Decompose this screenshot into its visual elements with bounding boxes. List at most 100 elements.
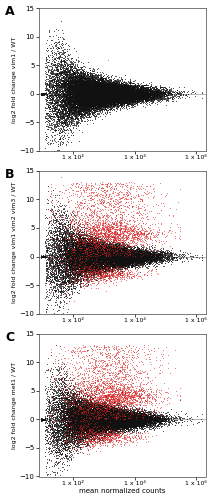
Point	[138, 416, 142, 424]
Point	[111, 253, 115, 261]
Point	[122, 89, 125, 97]
Point	[80, 78, 84, 86]
Point	[59, 418, 63, 426]
Point	[125, 250, 128, 258]
Point	[120, 410, 124, 418]
Point	[135, 258, 138, 266]
Point	[85, 97, 89, 105]
Point	[85, 74, 88, 82]
Point	[107, 90, 110, 98]
Point	[87, 411, 90, 419]
Point	[98, 259, 102, 267]
Point	[40, 252, 43, 260]
Point	[40, 253, 43, 261]
Point	[130, 420, 133, 428]
Point	[119, 249, 122, 257]
Point	[116, 406, 119, 414]
Point	[105, 98, 108, 106]
Point	[95, 414, 99, 422]
Point	[136, 409, 140, 417]
Point	[85, 410, 89, 418]
Point	[88, 243, 91, 251]
Point	[121, 352, 125, 360]
Point	[134, 90, 137, 98]
Point	[85, 87, 89, 95]
Point	[99, 241, 102, 249]
Point	[82, 270, 85, 278]
Point	[81, 233, 84, 241]
Point	[75, 87, 78, 95]
Point	[81, 83, 84, 91]
Point	[137, 410, 140, 418]
Point	[92, 258, 95, 266]
Point	[94, 92, 98, 100]
Point	[122, 419, 126, 427]
Point	[96, 257, 99, 265]
Point	[116, 85, 119, 93]
Point	[116, 430, 119, 438]
Point	[96, 427, 100, 435]
Point	[80, 238, 84, 246]
Point	[144, 86, 147, 94]
Point	[80, 80, 83, 88]
Point	[114, 85, 117, 93]
Point	[118, 411, 122, 419]
Point	[133, 246, 136, 254]
Point	[91, 402, 94, 410]
Point	[83, 420, 86, 428]
Point	[77, 94, 81, 102]
Point	[84, 255, 88, 263]
Point	[126, 96, 129, 104]
Point	[80, 418, 84, 426]
Point	[91, 414, 94, 422]
Point	[72, 413, 76, 421]
Point	[87, 80, 90, 88]
Point	[40, 416, 43, 424]
Point	[97, 84, 100, 92]
Point	[92, 402, 95, 410]
Point	[50, 100, 53, 108]
Point	[147, 86, 150, 94]
Point	[96, 408, 99, 416]
Point	[95, 418, 98, 426]
Point	[109, 256, 112, 264]
Point	[65, 416, 69, 424]
Point	[98, 89, 102, 97]
Point	[140, 90, 144, 98]
Point	[93, 100, 96, 108]
Point	[109, 254, 113, 262]
Point	[51, 76, 54, 84]
Point	[141, 85, 144, 93]
Point	[130, 414, 133, 422]
Point	[113, 408, 117, 416]
Point	[50, 94, 54, 102]
Point	[80, 91, 84, 99]
Point	[63, 446, 67, 454]
Point	[115, 248, 119, 256]
Point	[108, 90, 112, 98]
Point	[144, 84, 147, 92]
Point	[96, 100, 99, 108]
Point	[108, 248, 111, 256]
Point	[123, 96, 126, 104]
Point	[158, 412, 162, 420]
Point	[116, 250, 119, 258]
Point	[129, 420, 132, 428]
Point	[100, 90, 103, 98]
Point	[122, 87, 125, 95]
Point	[129, 248, 132, 256]
Point	[110, 252, 113, 260]
Point	[97, 430, 101, 438]
Point	[98, 96, 102, 104]
Point	[142, 92, 146, 100]
Point	[110, 386, 113, 394]
Point	[95, 438, 98, 446]
Point	[73, 246, 76, 254]
Point	[101, 245, 104, 253]
Point	[79, 78, 82, 86]
Point	[63, 84, 66, 92]
Point	[128, 418, 132, 426]
Point	[81, 88, 84, 96]
Point	[53, 127, 56, 135]
Point	[58, 406, 62, 414]
